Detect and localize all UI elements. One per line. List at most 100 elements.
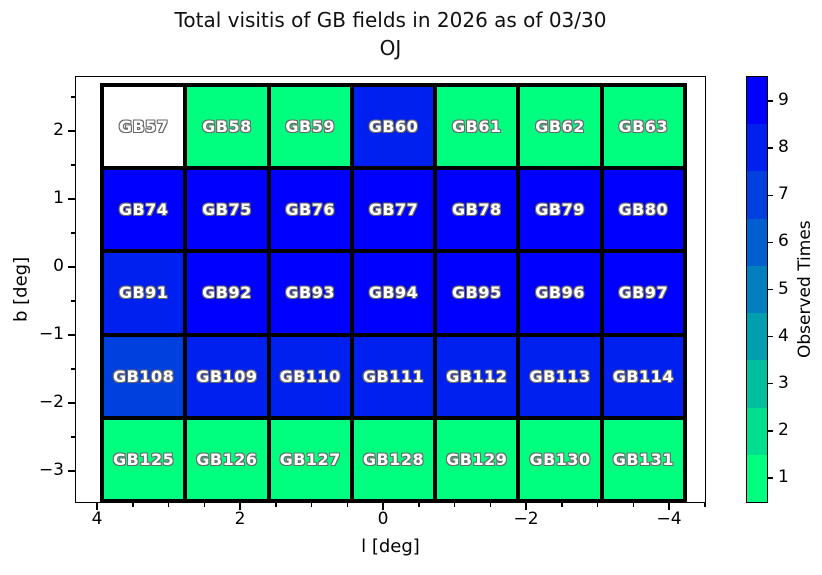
heatmap-cell-GB110: GB110 bbox=[270, 336, 350, 416]
colorbar-tick-label: 9 bbox=[778, 90, 789, 111]
colorbar-tick-label: 4 bbox=[778, 325, 789, 346]
x-minor-tick bbox=[418, 503, 420, 507]
y-axis-label: b [deg] bbox=[10, 256, 32, 323]
y-minor-tick bbox=[71, 436, 75, 438]
x-minor-tick bbox=[489, 503, 491, 507]
heatmap-cell-GB108: GB108 bbox=[104, 336, 184, 416]
heatmap-cell-GB63: GB63 bbox=[603, 87, 683, 167]
colorbar-tick-label: 7 bbox=[778, 184, 789, 205]
heatmap-cell-GB61: GB61 bbox=[437, 87, 517, 167]
heatmap-cell-GB113: GB113 bbox=[520, 336, 600, 416]
heatmap-cell-GB57: GB57 bbox=[104, 87, 184, 167]
heatmap-cell-GB62: GB62 bbox=[520, 87, 600, 167]
colorbar-band-7 bbox=[747, 171, 767, 219]
x-minor-tick bbox=[704, 503, 706, 507]
colorbar-tick bbox=[768, 477, 773, 479]
x-minor-tick bbox=[346, 503, 348, 507]
colorbar-tick bbox=[768, 100, 773, 102]
heatmap-cell-label: GB57 bbox=[118, 117, 169, 137]
y-tick-label: −2 bbox=[38, 392, 64, 412]
heatmap-cell-GB125: GB125 bbox=[104, 419, 184, 499]
heatmap-cell-GB128: GB128 bbox=[353, 419, 434, 499]
x-major-tick bbox=[239, 503, 241, 510]
heatmap-cell-GB94: GB94 bbox=[353, 253, 434, 333]
y-tick-label: 2 bbox=[53, 120, 64, 140]
heatmap-cell-label: GB75 bbox=[202, 200, 252, 220]
heatmap-cell-label: GB114 bbox=[612, 366, 674, 386]
heatmap-cell-label: GB108 bbox=[113, 366, 175, 386]
heatmap-cell-GB75: GB75 bbox=[187, 170, 267, 250]
x-minor-tick bbox=[167, 503, 170, 507]
colorbar-tick bbox=[768, 382, 773, 385]
heatmap-cell-label: GB59 bbox=[285, 117, 335, 137]
colorbar-band-5 bbox=[747, 265, 767, 314]
x-major-tick bbox=[382, 503, 384, 510]
heatmap-cell-GB126: GB126 bbox=[187, 419, 267, 499]
y-tick-label: 1 bbox=[53, 188, 64, 208]
heatmap-cell-GB96: GB96 bbox=[520, 253, 600, 333]
heatmap-cell-GB129: GB129 bbox=[437, 419, 517, 499]
x-minor-tick bbox=[561, 503, 563, 507]
heatmap-cell-label: GB97 bbox=[618, 283, 669, 303]
colorbar-band-4 bbox=[747, 313, 767, 361]
heatmap-cell-GB131: GB131 bbox=[603, 419, 683, 499]
heatmap-cell-label: GB58 bbox=[202, 117, 252, 137]
heatmap-cell-GB112: GB112 bbox=[437, 336, 517, 416]
x-axis-label: l [deg] bbox=[361, 536, 420, 557]
y-minor-tick bbox=[71, 300, 75, 302]
y-tick-label: −3 bbox=[38, 460, 64, 480]
x-tick-label: −4 bbox=[656, 509, 682, 529]
heatmap-cell-GB79: GB79 bbox=[520, 170, 600, 250]
colorbar-tick bbox=[768, 335, 773, 338]
y-major-tick bbox=[68, 266, 75, 268]
heatmap-cell-label: GB109 bbox=[196, 366, 258, 386]
y-minor-tick bbox=[71, 96, 75, 98]
heatmap-cell-GB74: GB74 bbox=[104, 170, 184, 250]
colorbar-tick bbox=[768, 194, 773, 197]
colorbar-tick-label: 2 bbox=[778, 419, 789, 440]
heatmap-cell-GB130: GB130 bbox=[520, 419, 600, 499]
x-minor-tick bbox=[203, 503, 205, 507]
heatmap-cell-label: GB127 bbox=[279, 449, 341, 469]
heatmap-cell-GB76: GB76 bbox=[270, 170, 350, 250]
x-tick-label: 4 bbox=[91, 509, 103, 529]
heatmap-cell-GB91: GB91 bbox=[104, 253, 184, 333]
heatmap-cell-GB97: GB97 bbox=[603, 253, 683, 333]
heatmap-cell-label: GB78 bbox=[451, 200, 502, 220]
x-minor-tick bbox=[632, 503, 634, 507]
x-minor-tick bbox=[596, 503, 599, 507]
x-minor-tick bbox=[453, 503, 456, 507]
x-major-tick bbox=[96, 503, 98, 510]
heatmap-cell-label: GB94 bbox=[368, 283, 419, 303]
colorbar-band-8 bbox=[747, 124, 767, 172]
heatmap-cell-label: GB96 bbox=[535, 283, 585, 303]
heatmap-cell-label: GB60 bbox=[368, 117, 419, 137]
heatmap-cell-GB77: GB77 bbox=[353, 170, 434, 250]
chart-title-line2: OJ bbox=[379, 36, 402, 60]
heatmap-cell-label: GB74 bbox=[118, 200, 169, 220]
heatmap-cell-GB78: GB78 bbox=[437, 170, 517, 250]
colorbar-tick-label: 8 bbox=[778, 137, 789, 158]
x-tick-label: 2 bbox=[234, 509, 246, 529]
x-minor-tick bbox=[275, 503, 277, 507]
heatmap-cell-GB93: GB93 bbox=[270, 253, 350, 333]
heatmap-cell-GB58: GB58 bbox=[187, 87, 267, 167]
heatmap-cell-label: GB111 bbox=[362, 366, 425, 386]
colorbar-band-3 bbox=[747, 360, 767, 408]
x-major-tick bbox=[525, 503, 527, 510]
y-major-tick bbox=[68, 470, 75, 472]
colorbar-tick bbox=[768, 430, 773, 432]
heatmap-cell-label: GB95 bbox=[451, 283, 502, 303]
x-minor-tick bbox=[310, 503, 313, 507]
heatmap-cell-label: GB131 bbox=[612, 449, 674, 469]
x-tick-label: 0 bbox=[377, 509, 389, 529]
y-minor-tick bbox=[71, 368, 75, 370]
x-minor-tick bbox=[132, 503, 134, 507]
colorbar-band-2 bbox=[747, 407, 767, 455]
heatmap-cell-label: GB63 bbox=[618, 117, 669, 137]
colorbar-tick bbox=[768, 147, 773, 149]
heatmap-cell-GB114: GB114 bbox=[603, 336, 683, 416]
heatmap-cell-label: GB128 bbox=[362, 449, 425, 469]
colorbar-tick-label: 5 bbox=[778, 278, 789, 299]
